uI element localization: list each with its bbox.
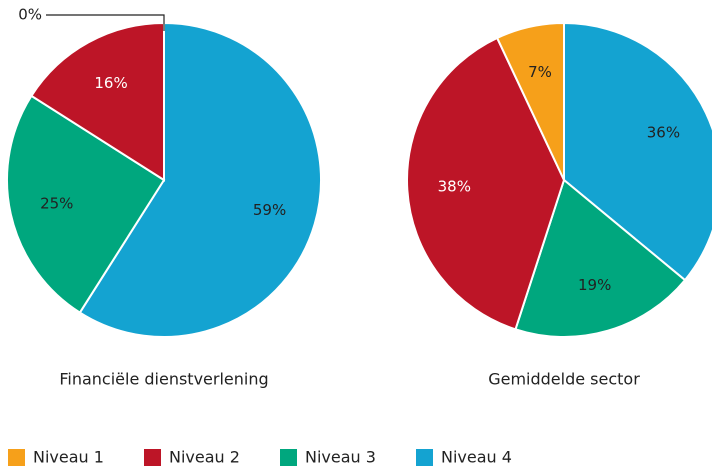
data-label: 38% bbox=[438, 177, 471, 195]
pie-slice bbox=[563, 21, 712, 282]
pie-slice bbox=[30, 21, 165, 182]
pie-slice bbox=[495, 21, 565, 181]
legend-swatch bbox=[280, 449, 297, 466]
chart-title: Financiële dienstverlening bbox=[59, 370, 268, 389]
pie-slice bbox=[6, 94, 166, 314]
legend-swatch bbox=[144, 449, 161, 466]
data-label: 59% bbox=[253, 201, 286, 219]
data-label: 16% bbox=[94, 74, 127, 92]
legend-label: Niveau 3 bbox=[305, 448, 376, 467]
data-label: 7% bbox=[528, 63, 552, 81]
chart-title: Gemiddelde sector bbox=[488, 370, 640, 389]
pie-slice bbox=[78, 21, 322, 338]
pie-slice bbox=[514, 178, 687, 338]
leader-line bbox=[46, 14, 165, 31]
legend-swatch bbox=[8, 449, 25, 466]
data-label: 25% bbox=[40, 194, 73, 212]
legend-swatch bbox=[416, 449, 433, 466]
data-label: 0% bbox=[18, 6, 42, 24]
data-label: 36% bbox=[647, 124, 680, 142]
legend-label: Niveau 4 bbox=[441, 448, 512, 467]
legend-label: Niveau 1 bbox=[33, 448, 104, 467]
data-label: 19% bbox=[578, 276, 611, 294]
pie-slice bbox=[406, 36, 566, 331]
legend-label: Niveau 2 bbox=[169, 448, 240, 467]
